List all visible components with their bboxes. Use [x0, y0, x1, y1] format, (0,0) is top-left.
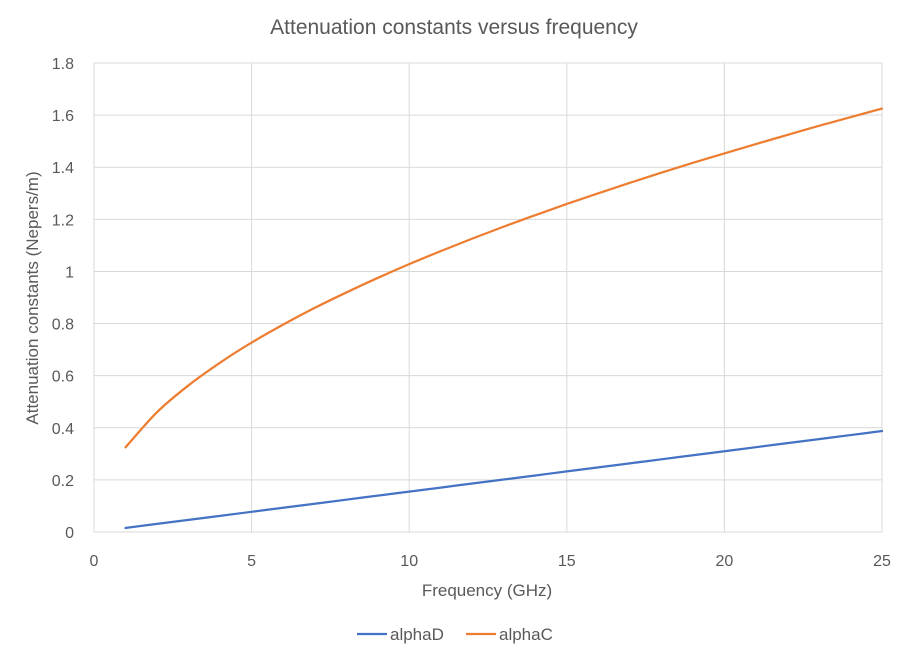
y-tick-label: 0.2 [52, 473, 74, 490]
y-tick-label: 0.4 [52, 421, 74, 438]
x-tick-label: 0 [90, 553, 99, 570]
legend-label-alphaD: alphaD [390, 625, 444, 644]
series-line-alphaD [124, 429, 884, 530]
y-tick-label: 1.6 [52, 108, 74, 125]
chart-title: Attenuation constants versus frequency [270, 16, 638, 39]
x-tick-label: 10 [400, 553, 418, 570]
y-axis-title: Attenuation constants (Nepers/m) [23, 171, 42, 424]
y-tick-label: 1.4 [52, 160, 74, 177]
legend-label-alphaC: alphaC [499, 625, 553, 644]
gridlines [93, 62, 883, 533]
x-axis-title: Frequency (GHz) [422, 581, 552, 600]
y-tick-label: 1.2 [52, 212, 74, 229]
x-tick-label: 5 [247, 553, 256, 570]
y-tick-label: 1 [65, 264, 74, 281]
x-tick-label: 25 [873, 553, 891, 570]
x-tick-labels: 0 5 10 15 20 25 [90, 553, 891, 570]
series-line-alphaC [124, 107, 884, 449]
y-tick-label: 0.6 [52, 369, 74, 386]
y-tick-label: 0.8 [52, 317, 74, 334]
y-tick-labels: 0 0.2 0.4 0.6 0.8 1 1.2 1.4 1.6 1.8 [52, 56, 74, 542]
y-tick-label: 0 [65, 525, 74, 542]
legend: alphaD alphaC [357, 625, 553, 644]
series-lines [124, 107, 884, 530]
x-tick-label: 15 [558, 553, 576, 570]
y-tick-label: 1.8 [52, 56, 74, 73]
x-tick-label: 20 [716, 553, 734, 570]
